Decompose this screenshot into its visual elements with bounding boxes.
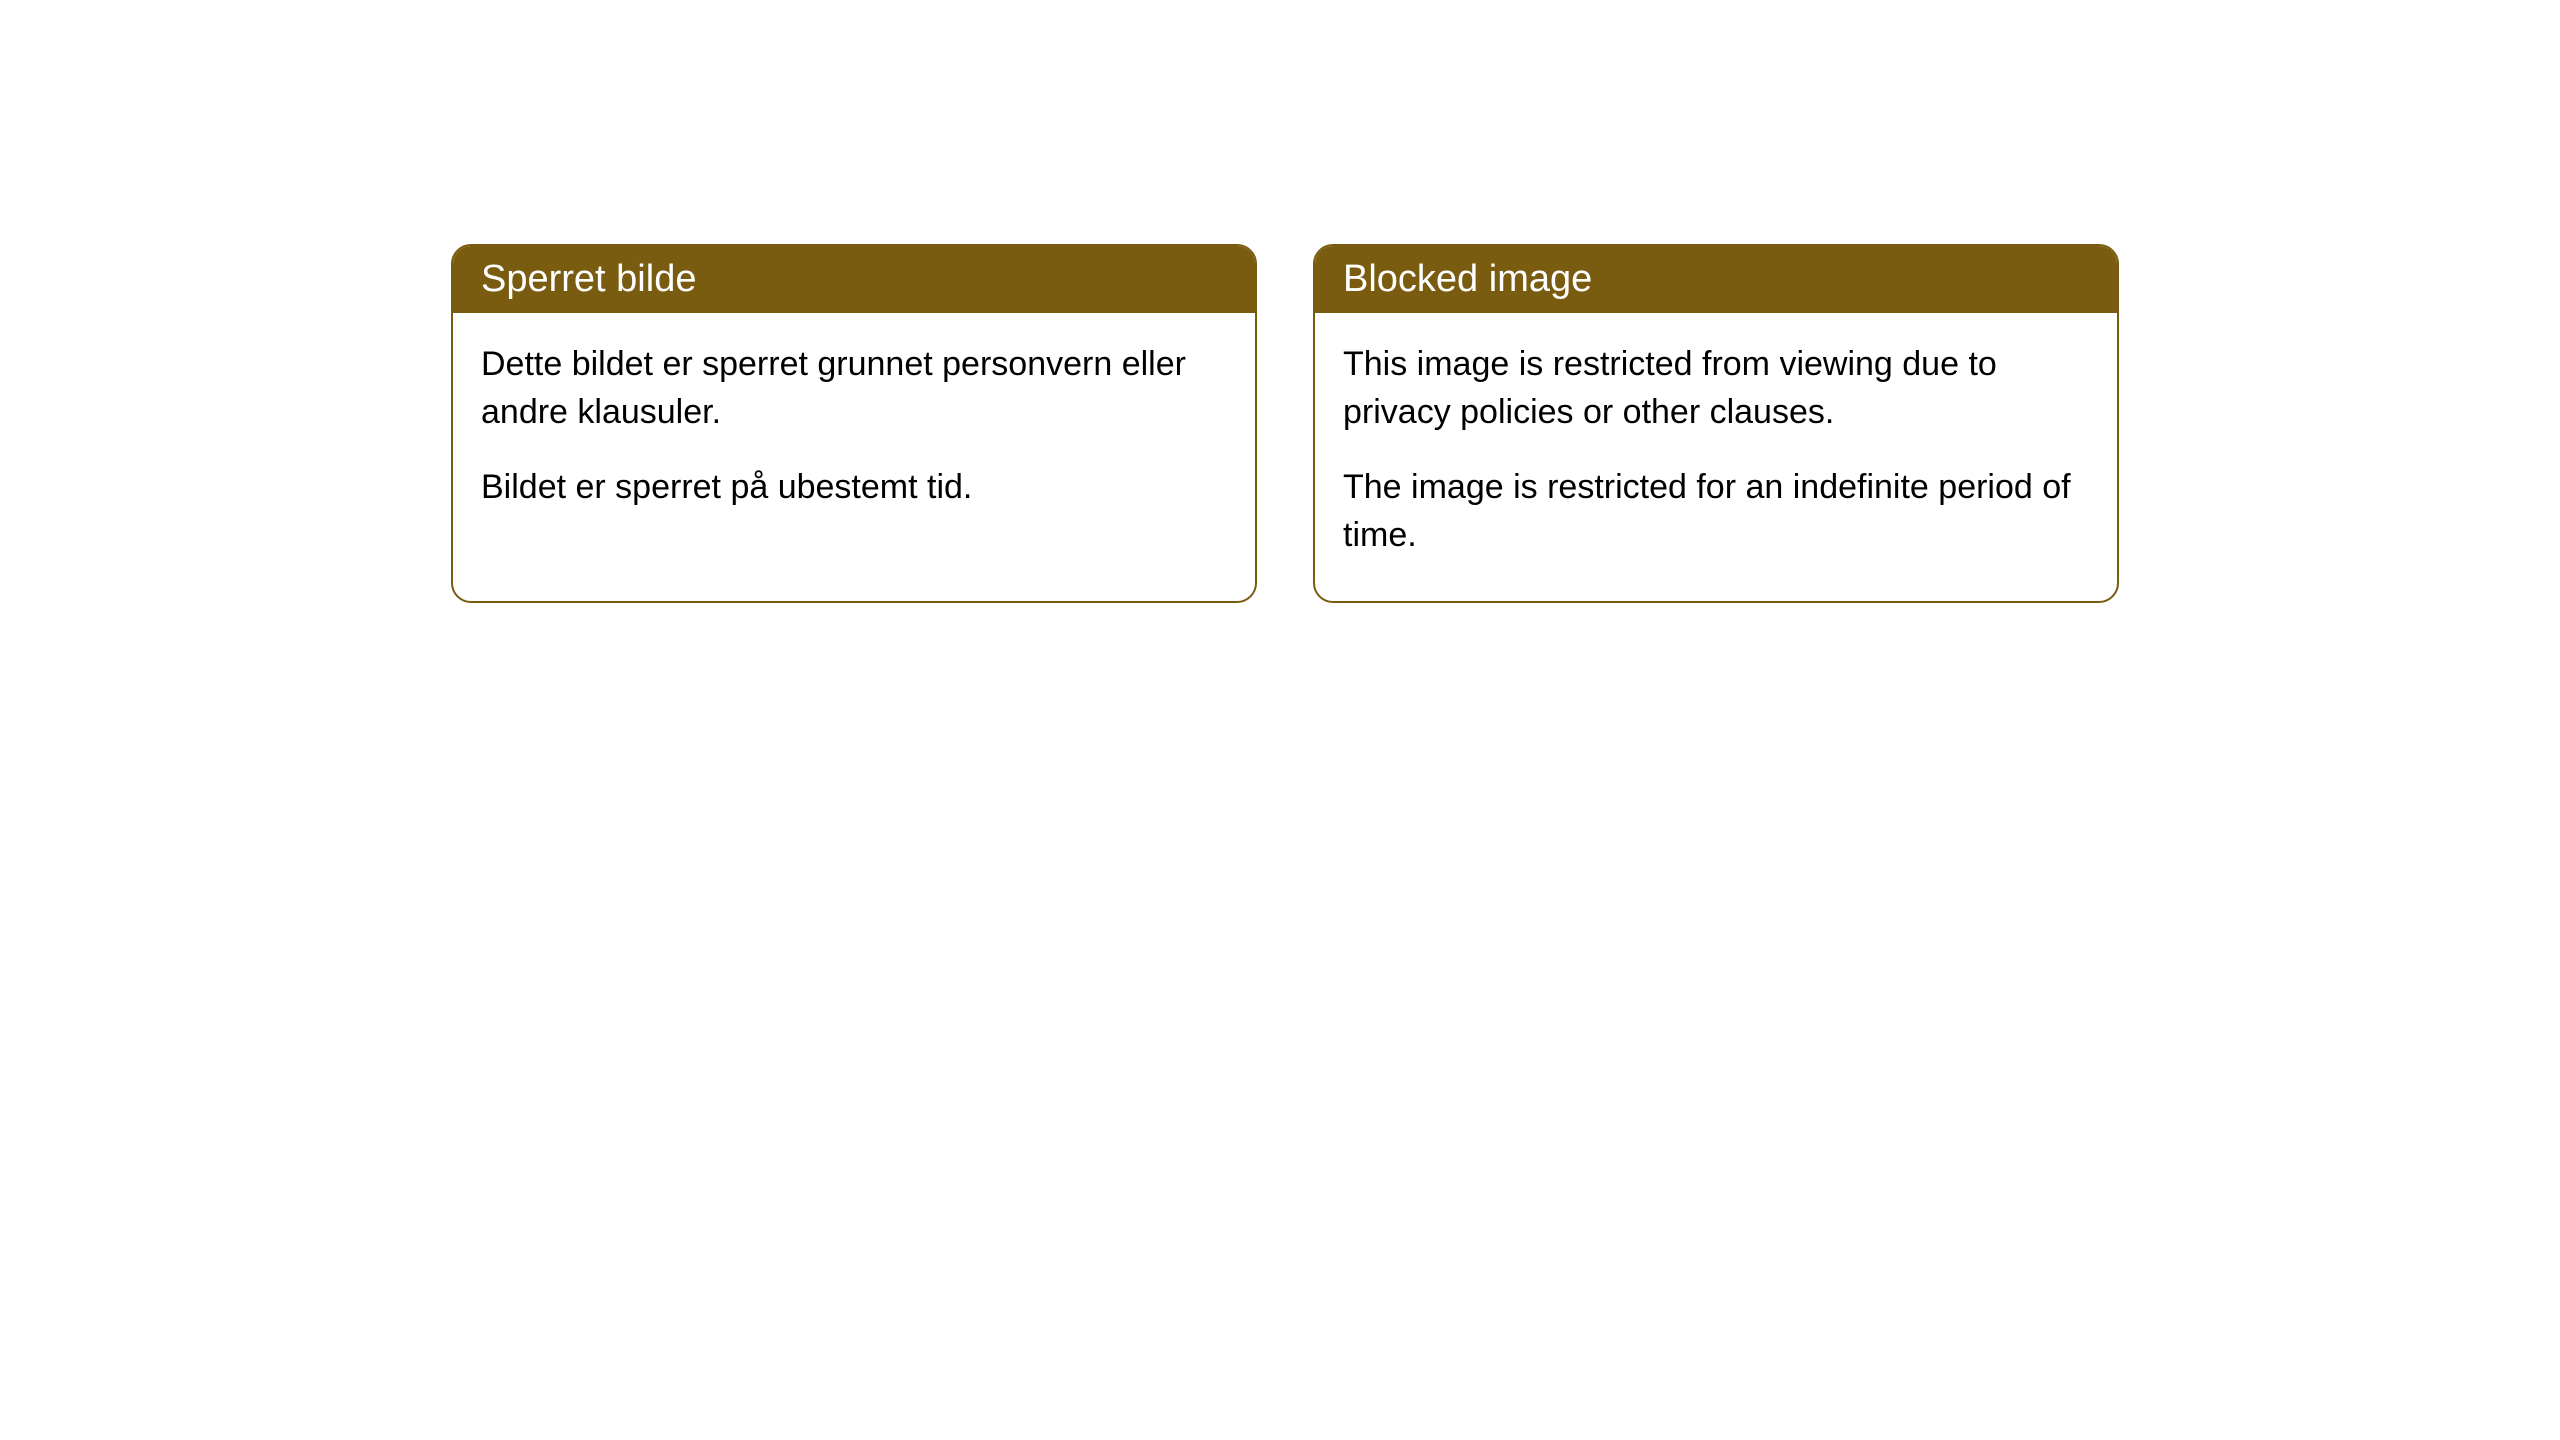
card-paragraph: Bildet er sperret på ubestemt tid. (481, 464, 1227, 512)
card-paragraph: The image is restricted for an indefinit… (1343, 464, 2089, 559)
card-paragraph: Dette bildet er sperret grunnet personve… (481, 341, 1227, 436)
card-body: This image is restricted from viewing du… (1315, 313, 2117, 601)
card-title: Sperret bilde (481, 258, 696, 300)
card-header: Blocked image (1315, 246, 2117, 313)
card-header: Sperret bilde (453, 246, 1255, 313)
card-title: Blocked image (1343, 258, 1592, 300)
card-norwegian: Sperret bilde Dette bildet er sperret gr… (451, 244, 1257, 603)
cards-container: Sperret bilde Dette bildet er sperret gr… (451, 244, 2119, 603)
card-english: Blocked image This image is restricted f… (1313, 244, 2119, 603)
card-body: Dette bildet er sperret grunnet personve… (453, 313, 1255, 554)
card-paragraph: This image is restricted from viewing du… (1343, 341, 2089, 436)
